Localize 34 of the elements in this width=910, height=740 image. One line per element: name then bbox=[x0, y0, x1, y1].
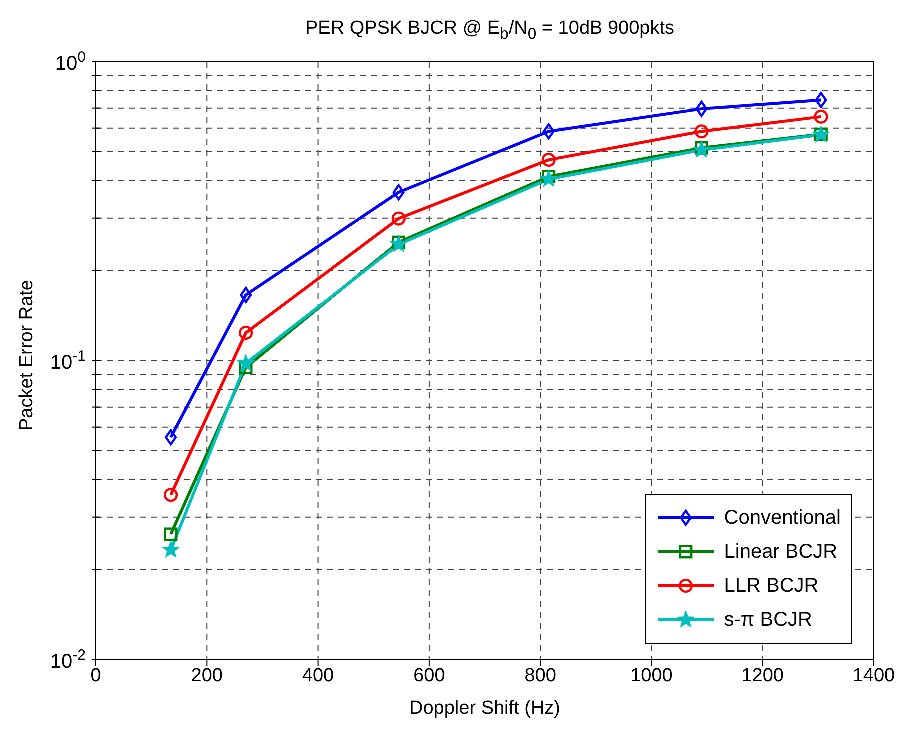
legend-label: s-π BCJR bbox=[724, 608, 812, 632]
point bbox=[392, 212, 406, 226]
x-tick-label: 400 bbox=[302, 665, 334, 686]
chart-title: PER QPSK BJCR @ E$_{b}$/N$_{0}$ = 10dB 900pkts bbox=[304, 18, 676, 44]
point bbox=[542, 124, 555, 140]
legend-label: LLR BCJR bbox=[724, 574, 819, 598]
x-tick-label: 600 bbox=[414, 665, 446, 686]
y-tick-label: 10$^{-1}$ bbox=[50, 348, 86, 374]
point bbox=[240, 287, 252, 304]
point bbox=[238, 326, 254, 340]
y-tick-label: 10$^{0}$ bbox=[55, 48, 86, 75]
point bbox=[696, 100, 708, 118]
point bbox=[238, 354, 255, 371]
point bbox=[392, 184, 405, 201]
point bbox=[164, 488, 178, 502]
x-tick-label: 1400 bbox=[852, 665, 896, 686]
point bbox=[165, 429, 178, 446]
y-axis-title: Packet Error Rate bbox=[16, 280, 38, 431]
y-tick-label: 10$^{-2}$ bbox=[50, 646, 86, 673]
x-tick-label: 200 bbox=[191, 665, 223, 686]
point bbox=[540, 170, 558, 187]
point bbox=[815, 92, 828, 108]
point bbox=[814, 110, 828, 124]
point bbox=[164, 528, 178, 542]
point bbox=[694, 124, 709, 139]
legend-label: Conventional bbox=[724, 506, 841, 530]
legend-label: Linear BCJR bbox=[724, 540, 838, 564]
x-tick-label: 800 bbox=[524, 665, 556, 686]
point bbox=[162, 541, 180, 558]
x-tick-label: 1000 bbox=[630, 665, 673, 686]
x-tick-label: 0 bbox=[90, 665, 102, 686]
x-tick-label: 1200 bbox=[742, 665, 784, 686]
x-axis-title: Doppler Shift (Hz) bbox=[410, 698, 560, 719]
point bbox=[542, 152, 556, 168]
